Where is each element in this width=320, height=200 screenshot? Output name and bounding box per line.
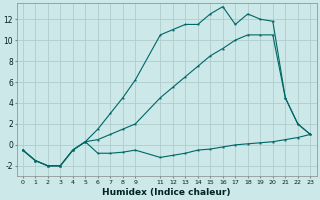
X-axis label: Humidex (Indice chaleur): Humidex (Indice chaleur) [102, 188, 231, 197]
